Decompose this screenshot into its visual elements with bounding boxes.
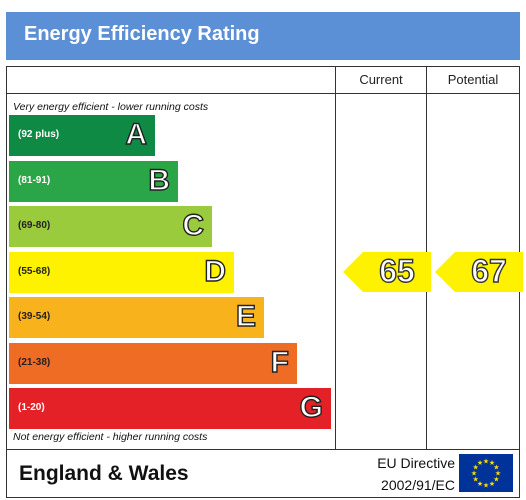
current-rating-value: 65	[379, 252, 416, 289]
band-letter: C	[182, 208, 205, 242]
inefficient-note: Not energy efficient - higher running co…	[13, 431, 208, 443]
flag-star-icon: ★	[483, 458, 489, 466]
flag-star-icon: ★	[472, 464, 478, 472]
rating-table: Current Potential Very energy efficient …	[6, 66, 523, 450]
band-letter: G	[299, 390, 324, 424]
band-range: (39-54)	[18, 311, 51, 322]
band-g: (1-20) G	[9, 388, 331, 429]
band-letter: A	[125, 117, 148, 151]
band-letter: D	[204, 254, 227, 288]
band-range: (1-20)	[18, 402, 45, 413]
band-b: (81-91) B	[9, 160, 178, 202]
band-letter: B	[148, 163, 171, 197]
directive-label: EU Directive	[377, 455, 455, 471]
flag-star-icon: ★	[495, 470, 501, 478]
efficient-note: Very energy efficient - lower running co…	[13, 101, 209, 113]
band-a: (92 plus) A	[9, 115, 155, 156]
flag-star-icon: ★	[493, 464, 499, 472]
flag-star-icon: ★	[471, 470, 477, 478]
band-range: (92 plus)	[18, 129, 60, 140]
eu-flag-icon: ★ ★★★★★★★★★★★	[459, 454, 513, 492]
potential-rating-arrow: 67	[435, 251, 523, 292]
footer: England & Wales EU Directive 2002/91/EC …	[6, 450, 520, 498]
country-label: England & Wales	[19, 462, 189, 485]
flag-star-icon: ★	[493, 476, 499, 484]
flag-star-icon: ★	[483, 482, 489, 490]
band-f: (21-38) F	[9, 342, 297, 384]
band-letter: F	[270, 345, 290, 379]
band-e: (39-54) E	[9, 297, 264, 338]
band-d: (55-68) D	[9, 251, 234, 293]
current-rating-arrow: 65	[343, 251, 431, 292]
band-range: (21-38)	[18, 356, 51, 368]
band-range: (55-68)	[18, 265, 51, 277]
page-title: Energy Efficiency Rating	[24, 23, 260, 45]
flag-star-icon: ★	[477, 459, 483, 467]
column-divider-current	[335, 67, 336, 449]
flag-star-icon: ★	[489, 480, 495, 488]
flag-star-icon: ★	[477, 480, 483, 488]
current-column-header: Current	[359, 72, 403, 87]
flag-star-icon: ★	[489, 459, 495, 467]
header-row-divider	[7, 93, 519, 94]
potential-rating-value: 67	[471, 252, 508, 289]
flag-star-icon: ★	[472, 476, 478, 484]
band-c: (69-80) C	[9, 206, 212, 247]
header-bar: Energy Efficiency Rating	[6, 12, 520, 60]
potential-column-header: Potential	[447, 72, 499, 87]
band-range: (69-80)	[18, 220, 51, 231]
directive-number: 2002/91/EC	[381, 477, 455, 493]
band-letter: E	[235, 299, 256, 333]
band-range: (81-91)	[18, 174, 51, 186]
